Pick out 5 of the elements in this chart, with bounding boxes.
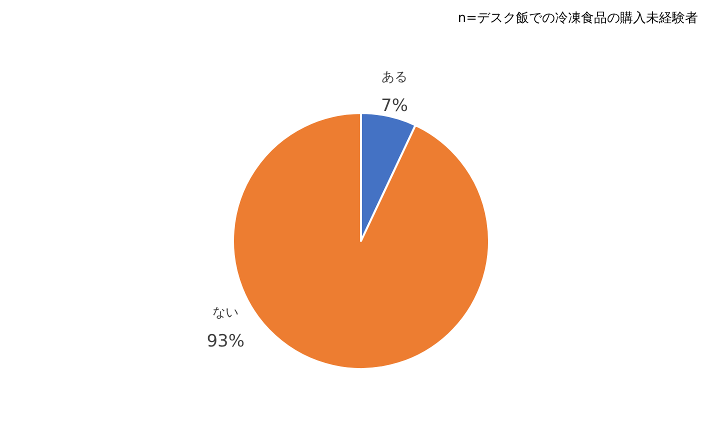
data-label: 7%	[381, 96, 408, 116]
text: n=デスク飯での冷凍食品の購入未経験者	[458, 11, 698, 26]
slice-label: ある	[382, 70, 408, 86]
data-label: 93%	[206, 331, 245, 352]
slice-label: ない	[212, 305, 239, 320]
